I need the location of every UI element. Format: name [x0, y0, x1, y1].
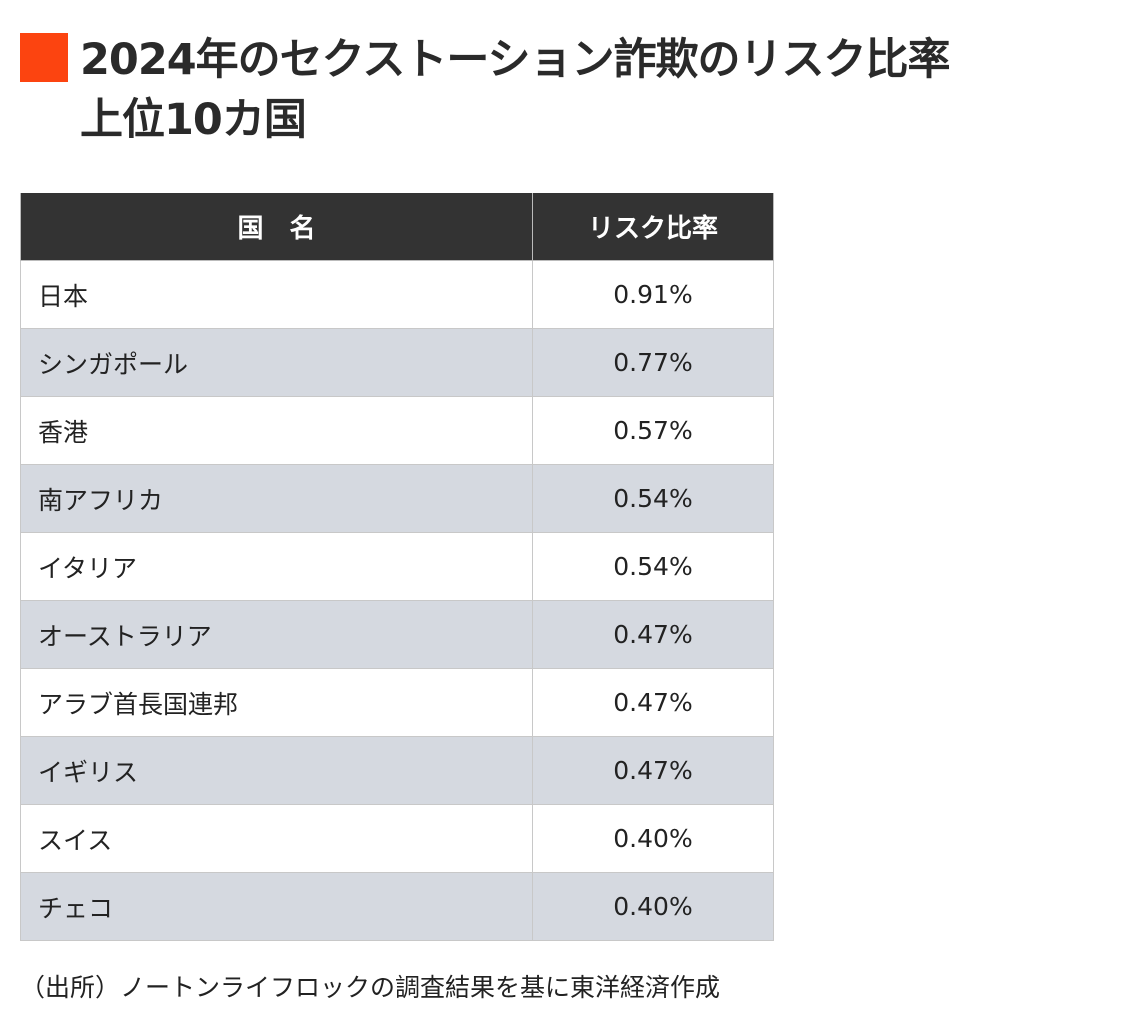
- table-row: スイス 0.40%: [20, 804, 774, 873]
- rate-cell: 0.47%: [532, 736, 774, 805]
- country-cell: アラブ首長国連邦: [20, 668, 533, 737]
- table-row: チェコ 0.40%: [20, 872, 774, 941]
- country-cell: シンガポール: [20, 328, 533, 397]
- table-row: シンガポール 0.77%: [20, 328, 774, 397]
- table-row: 香港 0.57%: [20, 396, 774, 465]
- title-accent-square: [20, 33, 68, 82]
- rate-cell: 0.40%: [532, 872, 774, 941]
- country-cell: オーストラリア: [20, 600, 533, 669]
- page-title: 2024年のセクストーション詐欺のリスク比率 上位10カ国: [80, 30, 1130, 150]
- rate-cell: 0.47%: [532, 600, 774, 669]
- rate-cell: 0.77%: [532, 328, 774, 397]
- risk-table: 国 名 リスク比率 日本 0.91% シンガポール 0.77% 香港 0.57% 南アフリカ…: [20, 193, 774, 941]
- table-row: オーストラリア 0.47%: [20, 600, 774, 669]
- country-cell: チェコ: [20, 872, 533, 941]
- column-header-rate: リスク比率: [532, 193, 774, 261]
- country-cell: 香港: [20, 396, 533, 465]
- rate-cell: 0.54%: [532, 532, 774, 601]
- country-cell: 日本: [20, 260, 533, 329]
- table-row: イタリア 0.54%: [20, 532, 774, 601]
- source-note: （出所）ノートンライフロックの調査結果を基に東洋経済作成: [20, 973, 721, 1002]
- table-row: 日本 0.91%: [20, 260, 774, 329]
- country-cell: スイス: [20, 804, 533, 873]
- title-line-2: 上位10カ国: [80, 95, 307, 145]
- column-header-country: 国 名: [20, 193, 533, 261]
- country-cell: イギリス: [20, 736, 533, 805]
- table-row: イギリス 0.47%: [20, 736, 774, 805]
- country-cell: 南アフリカ: [20, 464, 533, 533]
- table-header-row: 国 名 リスク比率: [20, 193, 774, 261]
- rate-cell: 0.47%: [532, 668, 774, 737]
- table-row: アラブ首長国連邦 0.47%: [20, 668, 774, 737]
- rate-cell: 0.57%: [532, 396, 774, 465]
- country-cell: イタリア: [20, 532, 533, 601]
- rate-cell: 0.91%: [532, 260, 774, 329]
- rate-cell: 0.54%: [532, 464, 774, 533]
- title-line-1: 2024年のセクストーション詐欺のリスク比率: [80, 35, 951, 85]
- rate-cell: 0.40%: [532, 804, 774, 873]
- table-row: 南アフリカ 0.54%: [20, 464, 774, 533]
